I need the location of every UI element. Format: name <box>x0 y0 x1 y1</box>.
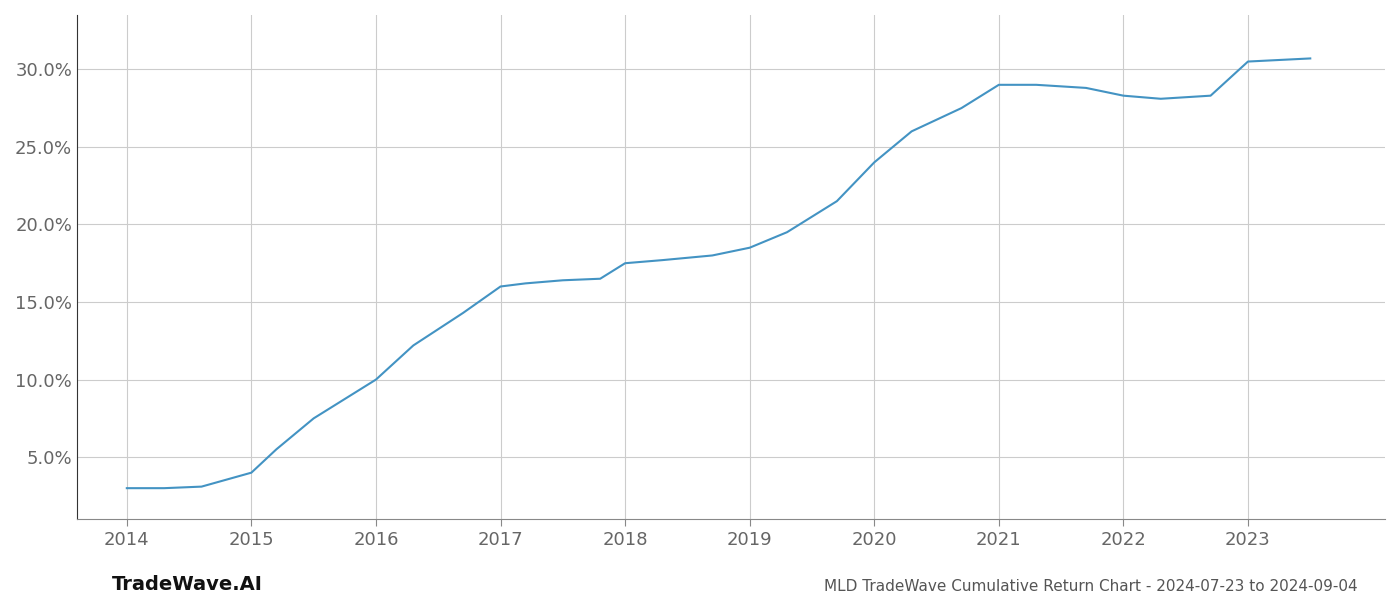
Text: TradeWave.AI: TradeWave.AI <box>112 575 263 594</box>
Text: MLD TradeWave Cumulative Return Chart - 2024-07-23 to 2024-09-04: MLD TradeWave Cumulative Return Chart - … <box>825 579 1358 594</box>
